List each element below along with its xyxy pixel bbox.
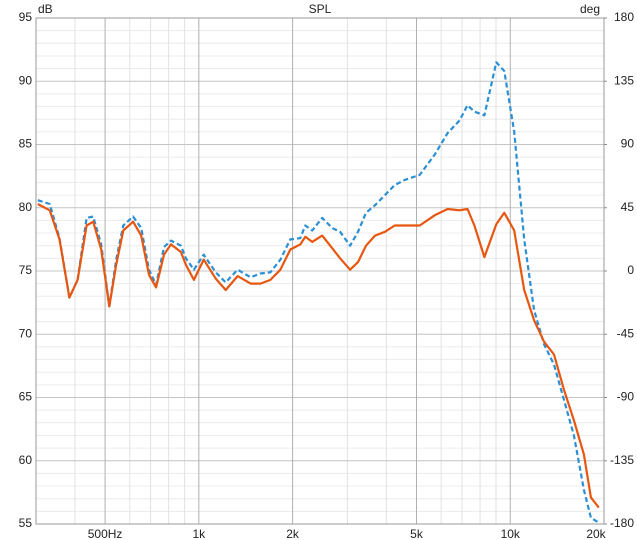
y2-tick-label: 0 <box>627 263 634 277</box>
y-axis-label: dB <box>38 2 53 16</box>
y-tick-label: 55 <box>19 516 33 530</box>
plot-frame <box>35 17 605 525</box>
y-tick-label: 85 <box>19 137 33 151</box>
y-tick-label: 70 <box>19 326 33 340</box>
x-tick-label: 10k <box>501 527 521 540</box>
x-tick-label: 1k <box>192 527 206 540</box>
x-tick-label: 500Hz <box>88 527 123 540</box>
y-tick-label: 65 <box>19 390 33 404</box>
x-tick-label: 2k <box>286 527 300 540</box>
y-tick-label: 60 <box>19 453 33 467</box>
x-tick-label: 5k <box>410 527 424 540</box>
series-line <box>37 203 600 509</box>
x-tick-label: 20k <box>586 527 606 540</box>
y2-axis-label: deg <box>580 2 600 16</box>
y-tick-label: 80 <box>19 200 33 214</box>
series-line <box>37 61 600 524</box>
y-tick-label: 90 <box>19 73 33 87</box>
y-tick-label: 75 <box>19 263 33 277</box>
y2-tick-label: -90 <box>617 390 635 404</box>
y-tick-label: 95 <box>19 10 33 24</box>
y2-tick-label: -135 <box>610 453 634 467</box>
y2-tick-label: 45 <box>621 200 635 214</box>
y2-tick-label: 135 <box>614 73 634 87</box>
y2-tick-label: -180 <box>610 516 634 530</box>
y2-tick-label: 90 <box>621 137 635 151</box>
chart-title: SPL <box>309 2 332 16</box>
y2-tick-label: -45 <box>617 326 635 340</box>
y2-tick-label: 180 <box>614 10 634 24</box>
